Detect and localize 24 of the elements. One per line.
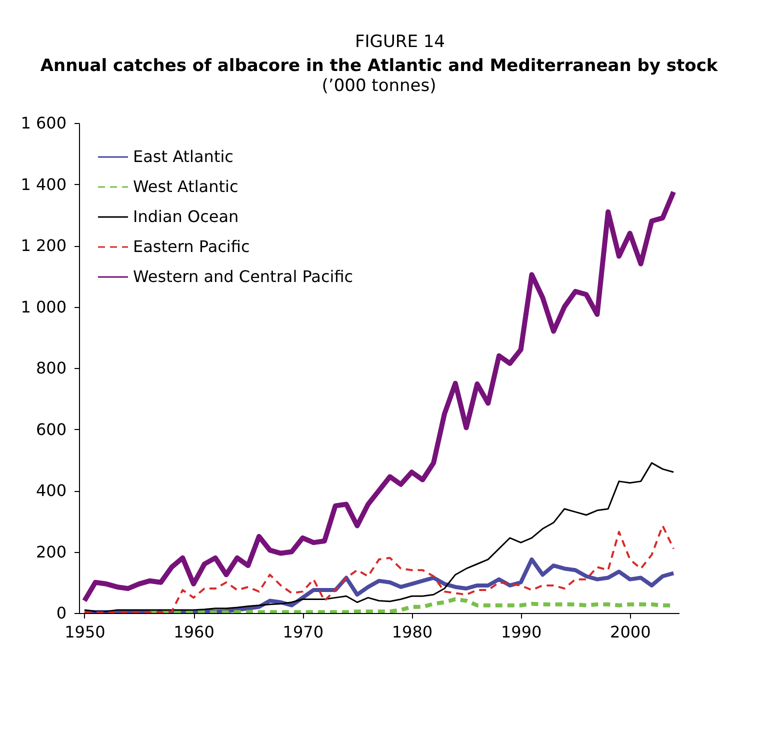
- y-tick-label: 0: [56, 604, 66, 622]
- y-tick-label: 600: [36, 420, 66, 439]
- x-tick-label: 1950: [64, 622, 106, 642]
- line-series: [83, 524, 675, 613]
- chart-title: Annual catches of albacore in the Atlantic and Mediterranean by stock: [40, 56, 718, 76]
- legend-label: Eastern Pacific: [133, 237, 250, 256]
- y-tick-label: 400: [36, 481, 66, 500]
- legend-label: Indian Ocean: [133, 207, 239, 226]
- legend-label: East Atlantic: [133, 147, 234, 166]
- y-tick-label: 1 600: [20, 114, 66, 132]
- y-tick-label: 1 400: [20, 174, 66, 194]
- chart-subtitle: (’000 tonnes): [322, 76, 436, 96]
- x-tick-label: 1970: [282, 622, 324, 642]
- x-tick-label: 2000: [610, 622, 651, 642]
- y-tick-label: 1 200: [20, 236, 66, 255]
- legend-label: West Atlantic: [133, 177, 238, 196]
- x-tick-label: 1980: [392, 622, 433, 642]
- x-tick-label: 1990: [500, 622, 542, 642]
- y-tick-label: 1 000: [20, 297, 66, 316]
- legend-label: Western and Central Pacific: [133, 267, 354, 286]
- caption: FIGURE 14: [354, 32, 446, 52]
- y-tick-label: 200: [36, 542, 66, 562]
- x-tick-label: 1960: [174, 622, 214, 642]
- y-tick-label: 800: [36, 358, 66, 378]
